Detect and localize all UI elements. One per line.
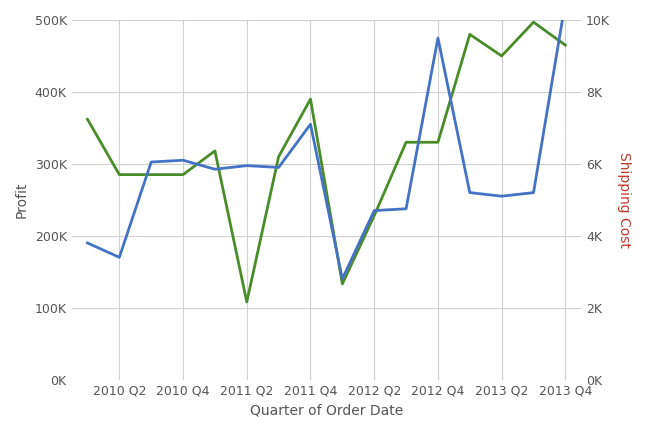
Y-axis label: Shipping Cost: Shipping Cost: [617, 152, 631, 248]
Y-axis label: Profit: Profit: [15, 181, 29, 218]
X-axis label: Quarter of Order Date: Quarter of Order Date: [250, 403, 403, 417]
